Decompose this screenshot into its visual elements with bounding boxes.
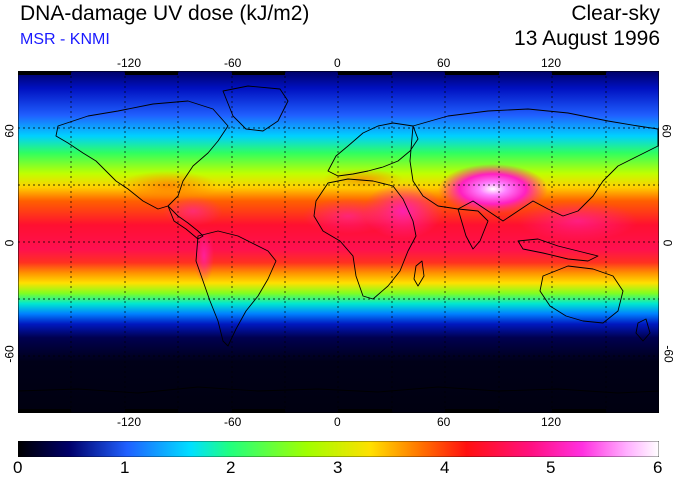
europe-coast (327, 122, 419, 177)
bottom-lon-label-60: 60 (437, 415, 451, 429)
south-america-coast (195, 230, 277, 347)
indonesia-coast (517, 238, 599, 262)
left-lat-label-neg60: -60 (2, 345, 17, 363)
pacific-pink (518, 201, 638, 241)
bottom-lon-label-120: 120 (541, 415, 562, 429)
bottom-lon-label-neg120: -120 (117, 415, 142, 429)
colorbar (18, 441, 659, 457)
new-zealand-coast (635, 318, 651, 342)
top-lon-label-120: 120 (541, 56, 562, 70)
central-america-coast (167, 205, 204, 240)
colorbar-gradient (18, 441, 659, 457)
mediterranean-orange (323, 169, 403, 189)
mexico-pink (163, 196, 223, 226)
source-label: MSR - KNMI (20, 31, 110, 48)
frame-border (18, 71, 659, 413)
bottom-lon-label-neg60: -60 (224, 415, 242, 429)
madagascar-coast (413, 260, 425, 287)
graticule (18, 71, 659, 413)
australia-coast (539, 265, 624, 324)
andes-pink (194, 228, 214, 284)
top-lon-label-neg60: -60 (224, 56, 242, 70)
map-date: 13 August 1996 (514, 27, 660, 50)
bottom-lon-label-0: 0 (334, 415, 341, 429)
greenland-coast (222, 85, 289, 132)
us-orange (118, 171, 218, 201)
colorbar-label-2: 2 (226, 458, 236, 477)
sky-condition: Clear-sky (571, 2, 660, 25)
africa-coast (313, 178, 417, 300)
uv-dose-map (18, 71, 659, 413)
tibet-hotspot (438, 164, 548, 214)
top-lon-label-0: 0 (334, 56, 341, 70)
map-title: DNA-damage UV dose (kJ/m2) (20, 2, 310, 25)
right-lat-label-neg60: -60 (661, 345, 676, 363)
right-lat-label-60: 60 (659, 124, 674, 138)
colorbar-label-3: 3 (333, 458, 343, 477)
colorbar-label-1: 1 (120, 458, 130, 477)
india-coast (457, 208, 489, 250)
right-lat-label-0: 0 (660, 239, 675, 247)
left-lat-label-60: 60 (2, 124, 17, 138)
antarctica-coast (18, 386, 659, 394)
colorbar-label-5: 5 (546, 458, 556, 477)
left-lat-label-0: 0 (2, 239, 17, 247)
colorbar-label-0: 0 (13, 458, 23, 477)
top-lon-label-neg120: -120 (117, 56, 142, 70)
sahara-pink (303, 198, 393, 234)
top-lon-label-60: 60 (437, 56, 451, 70)
colorbar-label-6: 6 (653, 458, 663, 477)
colorbar-label-4: 4 (440, 458, 450, 477)
